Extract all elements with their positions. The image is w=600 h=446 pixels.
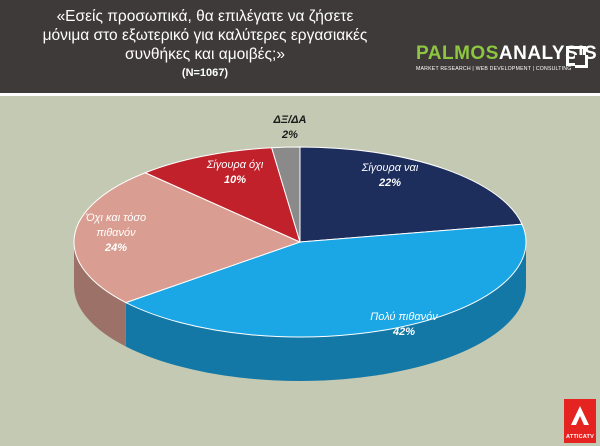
sample-size: (N=1067) <box>181 67 229 79</box>
slice-value-3: 10% <box>224 174 246 186</box>
atticatv-a-icon <box>571 406 589 425</box>
logo-square-icon <box>566 46 588 68</box>
slice-label-2: Όχι και τόσο πιθανόν 24% <box>85 212 146 254</box>
slice-name-2: πιθανόν <box>96 227 136 239</box>
slice-value-4: 2% <box>281 129 298 141</box>
title-line-3: συνθήκες και αμοιβές;» <box>125 46 285 63</box>
pie-slice-4 <box>271 146 301 243</box>
header-bar: «Εσείς προσωπικά, θα επιλέγατε να ζήσετε… <box>0 0 600 93</box>
pie-slice-1 <box>124 223 527 338</box>
pie-side-2 <box>74 242 126 347</box>
slice-label-1: Πολύ πιθανόν 42% <box>370 311 438 338</box>
atticatv-logo: ATTICATV <box>564 399 596 443</box>
brand-name: ATTICATV <box>566 434 594 440</box>
slice-name-0: Σίγουρα ναι <box>361 162 419 174</box>
slice-value-0: 22% <box>378 177 401 189</box>
logo-part-1: PALMOS <box>416 43 499 64</box>
title-line-2: μόνιμα στο εξωτερικό για καλύτερες εργασ… <box>42 27 368 44</box>
pie-chart: Σίγουρα ναι 22% Πολύ πιθανόν 42% Όχι και τόσ… <box>73 114 527 382</box>
slice-name-4: ΔΞ/ΔΑ <box>273 114 307 126</box>
slice-label-4: ΔΞ/ΔΑ 2% <box>273 114 307 141</box>
title-line-1: «Εσείς προσωπικά, θα επιλέγατε να ζήσετε <box>56 8 354 25</box>
slice-name-1: Πολύ πιθανόν <box>370 311 438 323</box>
slice-value-2: 24% <box>104 242 127 254</box>
pie-side-1 <box>125 242 526 382</box>
logo-tagline: MARKET RESEARCH | WEB DEVELOPMENT | CONS… <box>416 66 572 72</box>
slice-value-1: 42% <box>392 326 415 338</box>
pie-top <box>73 146 527 338</box>
palmos-analysis-logo: PALMOSANALYSIS MARKET RESEARCH | WEB DEV… <box>416 43 597 83</box>
pie-slice-3 <box>144 147 301 243</box>
pie-slice-0 <box>299 146 523 243</box>
slice-name-3: Σίγουρα όχι <box>206 159 264 171</box>
slice-name-2: Όχι και τόσο <box>85 212 146 224</box>
slice-label-0: Σίγουρα ναι 22% <box>361 162 419 189</box>
pie-slice-2 <box>73 172 302 304</box>
slice-label-3: Σίγουρα όχι 10% <box>206 159 264 186</box>
chart-title: «Εσείς προσωπικά, θα επιλέγατε να ζήσετε… <box>0 7 410 81</box>
pie-side-walls <box>74 242 526 382</box>
